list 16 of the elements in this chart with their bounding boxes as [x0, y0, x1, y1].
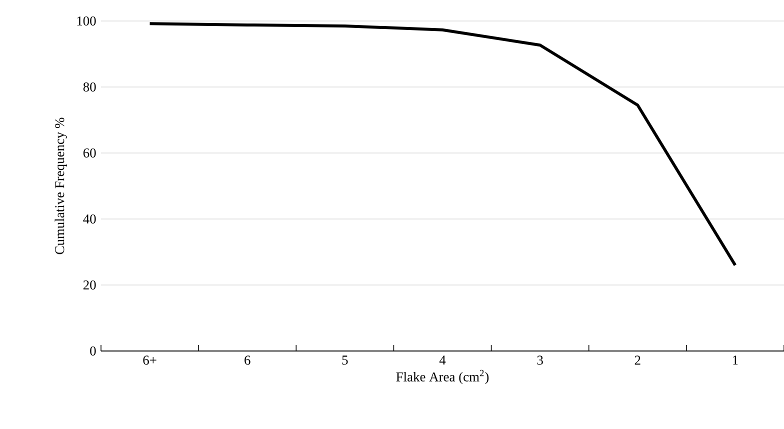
y-tick-label: 0: [90, 346, 96, 356]
x-tick-label: 5: [342, 356, 348, 365]
x-tick-label: 1: [733, 356, 738, 365]
y-tick-label: 40: [83, 214, 96, 224]
x-tick-label: 4: [439, 356, 446, 365]
x-tick-label: 2: [634, 356, 640, 365]
x-tick-label: 6+: [143, 356, 156, 365]
line-series: [148, 22, 737, 267]
y-tick-label: 20: [83, 280, 96, 290]
x-tick-label: 3: [537, 356, 543, 365]
y-tick-label: 60: [83, 148, 96, 158]
x-tick-label: 6: [244, 356, 250, 365]
y-tick-label: 80: [83, 82, 96, 92]
y-axis-title: Cumulative Frequency %: [54, 118, 67, 254]
y-tick-label: 100: [77, 16, 96, 26]
x-axis-title: Flake Area (cm$^{2}$): [396, 370, 489, 384]
